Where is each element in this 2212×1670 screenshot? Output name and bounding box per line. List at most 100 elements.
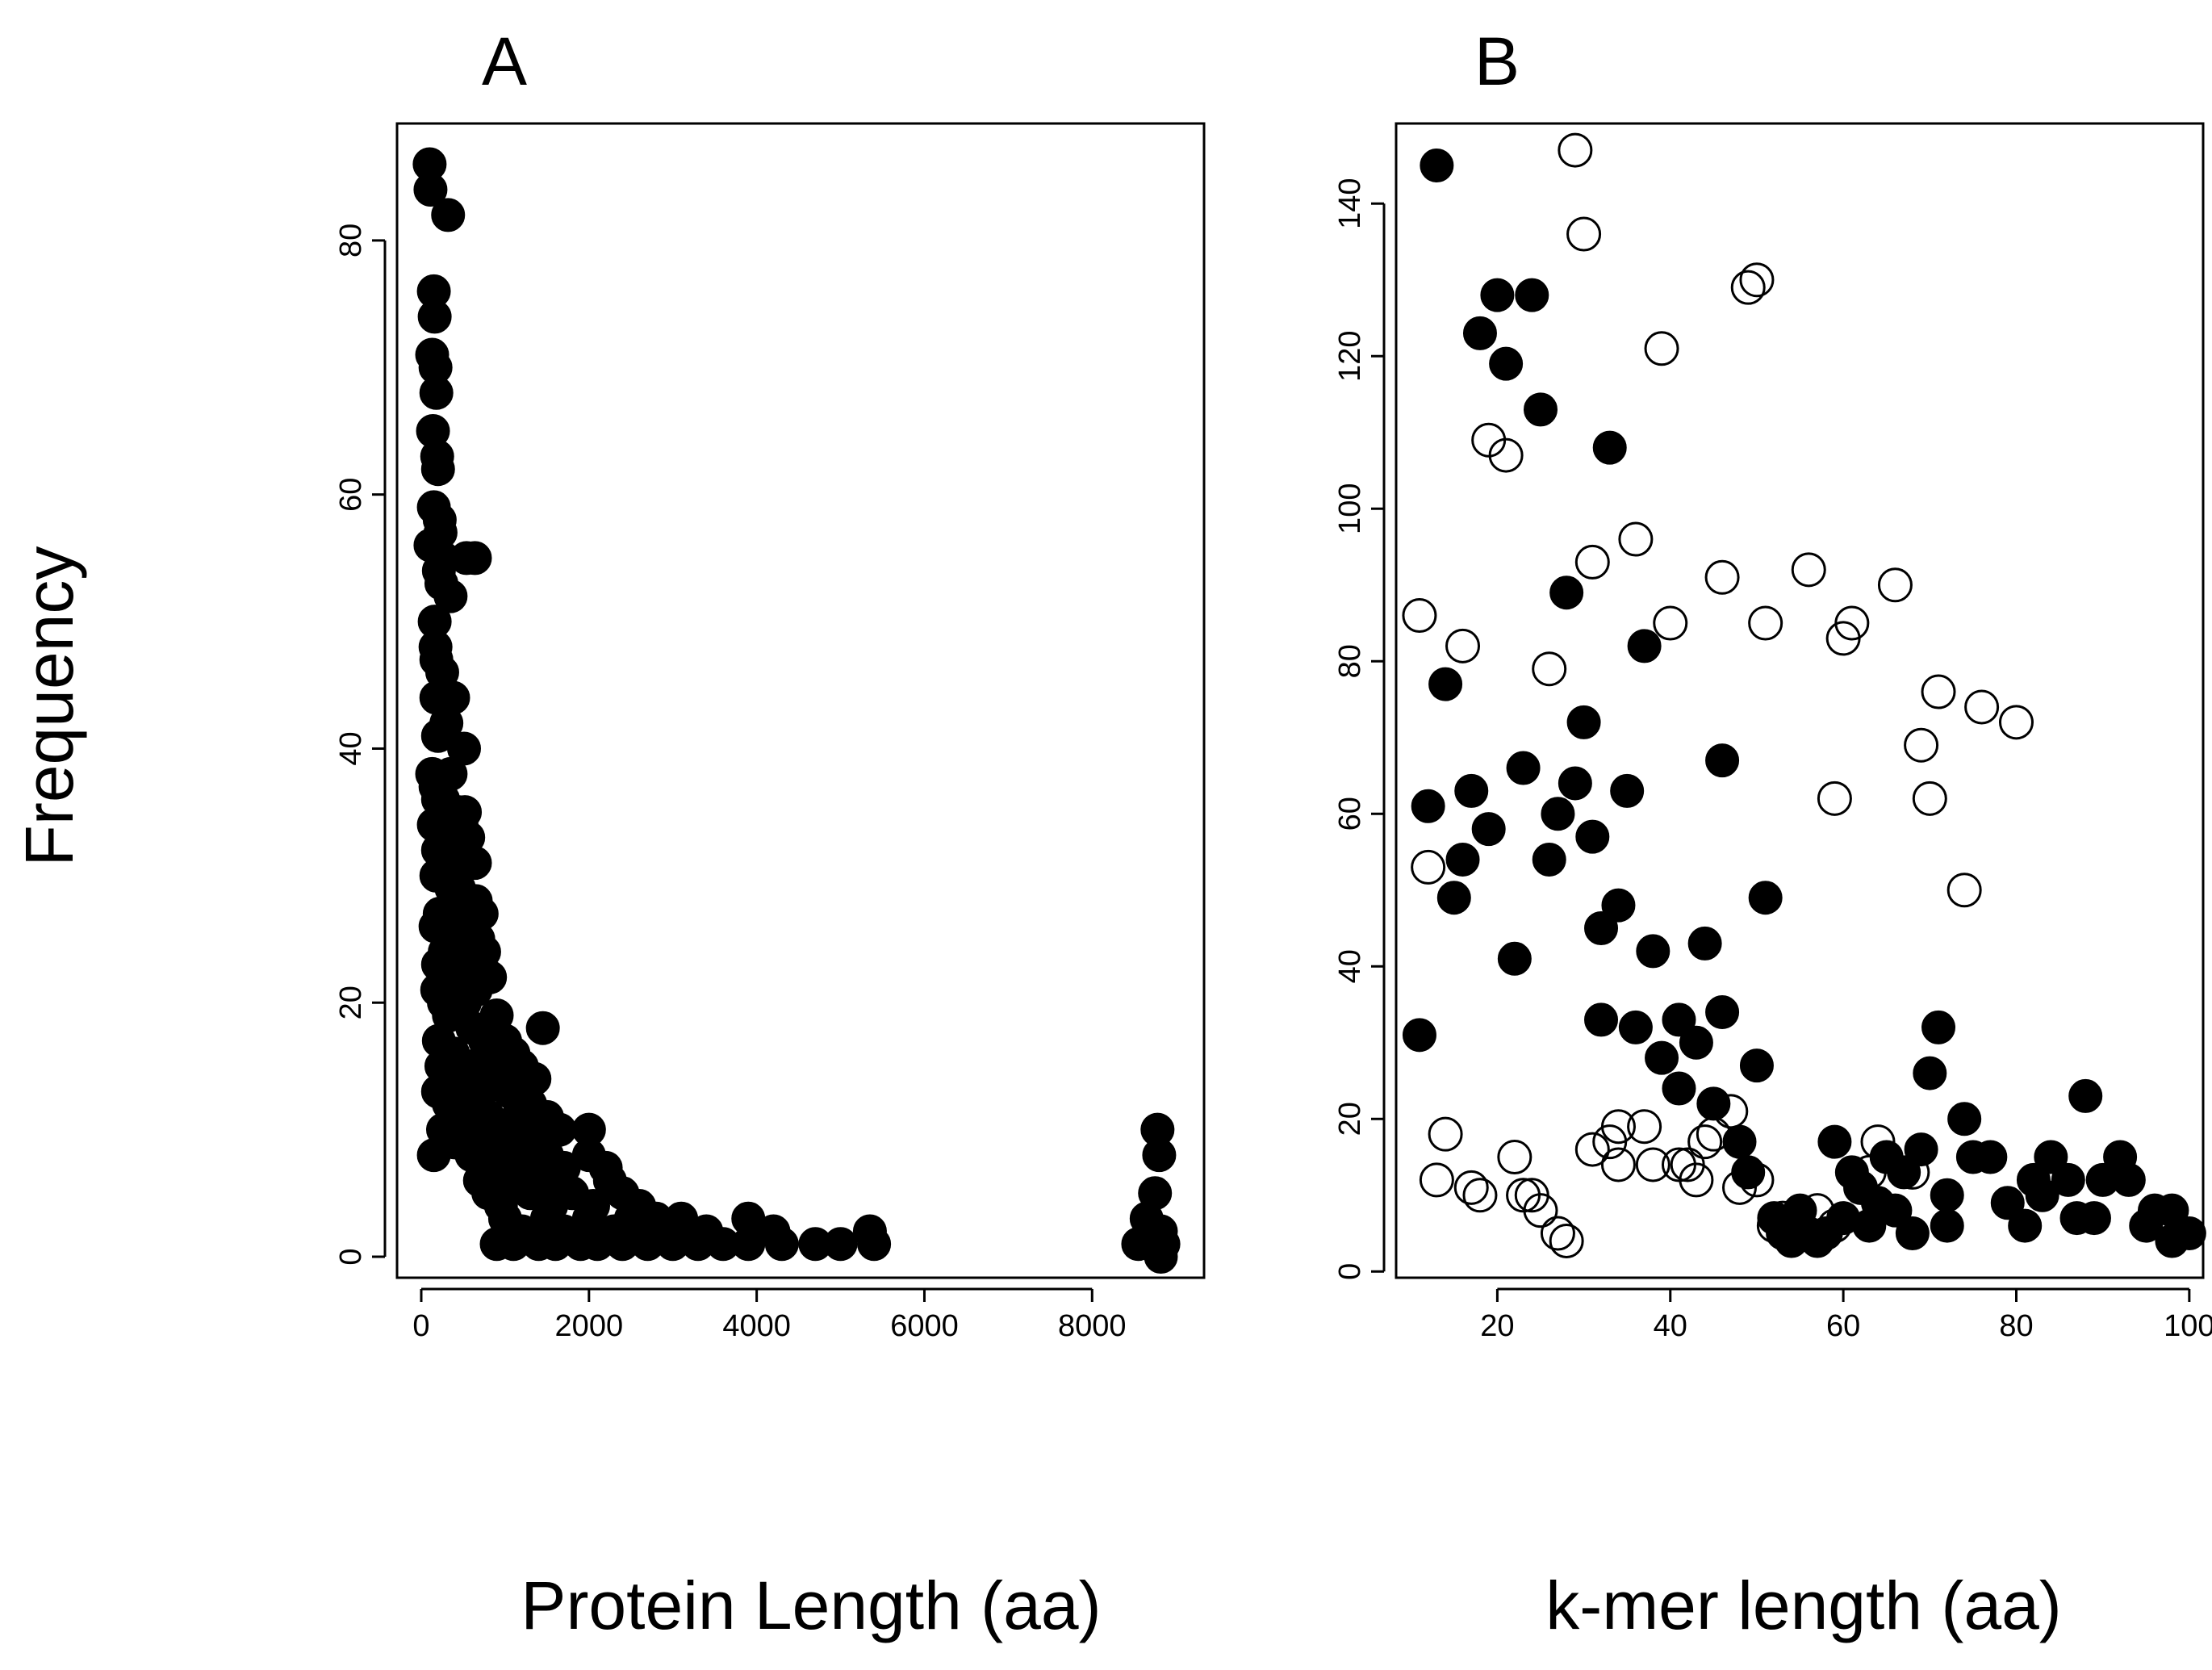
data-point-filled [1913,1056,1947,1090]
data-point-open [1445,628,1481,663]
panel-b-xlabel: k-mer length (aa) [1545,1567,2062,1643]
x-tick-label: 60 [1826,1309,1860,1343]
data-point-filled [1887,1155,1921,1190]
data-point-filled [1636,934,1670,969]
data-point-filled [1705,743,1740,778]
data-point-filled [413,172,448,207]
panel-a-frame [395,122,1206,1279]
data-point-open [1679,1162,1714,1198]
data-point-open [1600,1147,1636,1182]
data-point-filled [1549,576,1584,610]
data-point-filled [2111,1162,2146,1197]
data-point-open [1411,849,1446,885]
y-tick-label: 60 [334,478,368,512]
data-point-filled [1541,797,1575,831]
data-point-open [1998,705,2034,740]
data-point-filled [731,1227,766,1262]
y-tick-label: 60 [1333,797,1367,831]
y-tick-label: 20 [1333,1102,1367,1136]
data-point-open [1592,1124,1628,1160]
data-point-filled [1445,842,1480,877]
data-point-filled [2051,1162,2085,1197]
data-point-filled [823,1227,858,1262]
data-point-open [1756,1208,1792,1244]
data-point-filled [1679,1025,1713,1060]
panel-b: B 20 40 60 80 100 0 20 40 60 80 100 120 140 k-mer le… [1333,23,2212,1643]
data-point-open [1713,1094,1749,1129]
data-point-open [1462,1178,1498,1213]
data-point-open [1532,651,1567,687]
data-point-open [1453,1170,1489,1205]
data-point-open [1687,1124,1723,1160]
data-point-filled [764,1227,799,1262]
data-point-filled [420,452,455,487]
data-point-filled [1662,1071,1696,1106]
data-point-filled [450,541,484,576]
y-tick-label: 140 [1333,178,1367,229]
data-point-filled [1610,773,1645,808]
data-point-open [1419,1162,1454,1198]
data-point-open [1574,544,1610,580]
data-point-filled [1904,1132,1938,1167]
data-point-filled [433,579,468,613]
data-point-filled [1454,773,1489,808]
panel-a: A 0 2000 4000 6000 8000 0 20 40 60 80 Protein Len… [334,23,1206,1643]
data-point-filled [2076,1201,2111,1236]
data-point-filled [416,1138,451,1173]
data-point-open [1523,1193,1558,1228]
y-tick-label: 80 [1333,644,1367,678]
data-point-filled [2155,1224,2189,1258]
data-point-filled [1748,881,1783,915]
data-point-filled [1895,1216,1930,1251]
data-point-filled [1566,705,1601,739]
data-point-filled [431,198,466,232]
data-point-open [1696,1116,1731,1152]
data-point-filled [2034,1140,2068,1174]
data-point-open [1635,1147,1670,1182]
panel-a-ticks: 0 2000 4000 6000 8000 0 20 40 60 80 [334,224,1127,1343]
data-point-open [1574,1132,1610,1167]
data-point-filled [1662,1002,1696,1037]
x-tick-label: 40 [1654,1309,1687,1343]
data-point-open [1488,437,1524,473]
y-tick-label: 40 [1333,949,1367,983]
data-point-open [1921,674,1956,709]
data-point-open [1748,605,1783,641]
data-point-filled [1140,1112,1175,1147]
data-point-open [1739,262,1775,298]
data-point-filled [417,299,452,334]
x-tick-label: 80 [1999,1309,2033,1343]
data-point-open [1558,132,1593,168]
x-tick-label: 6000 [890,1309,959,1343]
panel-a-xlabel: Protein Length (aa) [521,1567,1101,1643]
data-point-filled [857,1227,892,1262]
x-tick-label: 0 [412,1309,429,1343]
data-point-filled [1990,1186,2025,1220]
data-point-filled [1515,278,1549,312]
data-point-filled [1878,1193,1913,1228]
data-point-open [1783,1216,1818,1251]
data-point-open [1722,1170,1758,1205]
data-point-filled [2129,1208,2164,1243]
data-point-open [1912,781,1947,816]
panel-a-letter: A [482,23,527,99]
data-point-filled [1696,1086,1731,1121]
x-tick-label: 8000 [1058,1309,1127,1343]
data-point-filled [1462,316,1497,350]
x-tick-label: 100 [2164,1309,2212,1343]
data-point-filled [1687,926,1722,961]
data-point-open [1497,1140,1533,1175]
data-point-filled [1420,148,1454,182]
data-point-open [1895,1154,1930,1190]
data-point-open [1549,1223,1584,1258]
data-point-filled [2068,1078,2103,1113]
data-point-open [1791,552,1826,588]
data-point-filled [1584,911,1619,946]
data-point-filled [1852,1208,1887,1243]
data-point-filled [1480,278,1515,312]
data-point-open [1964,689,2000,725]
data-point-filled [1627,629,1662,663]
data-point-filled [1930,1208,1964,1243]
x-tick-label: 2000 [555,1309,624,1343]
